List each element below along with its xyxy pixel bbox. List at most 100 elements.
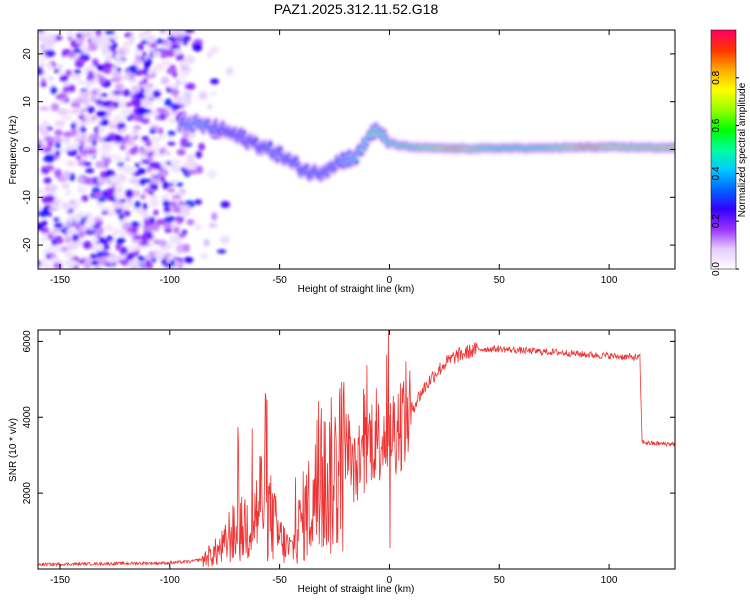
noise-blob: [180, 71, 187, 79]
noise-blob: [171, 205, 182, 213]
noise-blob: [146, 146, 155, 152]
figure-title: PAZ1.2025.312.11.52.G18: [274, 1, 439, 17]
noise-blob: [87, 70, 94, 76]
noise-blob: [65, 30, 75, 38]
noise-blob: [54, 150, 61, 157]
noise-blob: [38, 106, 50, 111]
noise-blob: [87, 226, 95, 231]
noise-blob: [206, 169, 218, 179]
noise-blob: [141, 159, 151, 164]
noise-blob: [176, 79, 188, 86]
noise-blob: [160, 76, 170, 85]
noise-blob: [186, 169, 198, 175]
noise-blob: [167, 188, 176, 193]
noise-blob: [128, 132, 137, 138]
noise-blob: [40, 128, 50, 137]
y-tick-label: 2000: [22, 482, 33, 505]
noise-blob: [116, 237, 124, 245]
noise-blob: [158, 239, 166, 248]
colorbar-tick-label: 0.4: [711, 166, 722, 180]
noise-blob: [114, 229, 121, 234]
noise-blob: [77, 176, 86, 183]
spectrogram-y-label: Frequency (Hz): [8, 116, 19, 185]
noise-blob: [153, 209, 159, 216]
noise-blob: [211, 212, 218, 221]
noise-blob: [50, 191, 58, 196]
noise-blob: [92, 132, 100, 140]
noise-blob: [108, 89, 115, 98]
noise-blob: [70, 74, 81, 80]
noise-blob: [73, 69, 82, 75]
colorbar-ticks: 0.0 0.2 0.4 0.6 0.8: [711, 70, 739, 276]
spectrogram-x-label: Height of straight line (km): [298, 284, 415, 295]
colorbar: 0.0 0.2 0.4 0.6 0.8 Normalized spectral ampl…: [710, 29, 748, 276]
noise-blob: [113, 183, 123, 191]
x-tick-label: 50: [494, 575, 506, 586]
noise-blob: [101, 45, 110, 55]
noise-blob: [198, 142, 206, 151]
x-tick-label: 50: [494, 275, 506, 286]
noise-blob: [155, 251, 165, 257]
noise-blob: [59, 74, 69, 83]
noise-blob: [130, 225, 139, 235]
noise-blob: [38, 204, 42, 212]
noise-blob: [92, 118, 103, 123]
noise-blob: [182, 89, 189, 97]
noise-blob: [128, 178, 140, 184]
noise-blob: [50, 86, 58, 95]
noise-blob: [80, 126, 87, 133]
colorbar-tick-label: 0.0: [711, 262, 722, 276]
noise-blob: [153, 239, 160, 245]
noise-blob: [126, 253, 135, 261]
noise-blob: [83, 161, 92, 167]
noise-blob: [100, 93, 109, 98]
noise-blob: [144, 30, 152, 34]
snr-plot: -150 -100 -50 0 50 100 2000 4000 6000 Height of…: [8, 329, 676, 595]
noise-blob: [69, 162, 76, 168]
noise-blob: [76, 80, 86, 85]
noise-blob: [94, 226, 105, 236]
noise-blob: [169, 158, 181, 166]
noise-blob: [54, 120, 66, 127]
noise-blob: [173, 226, 180, 234]
noise-blob: [184, 82, 196, 91]
noise-blob: [105, 169, 113, 177]
noise-blob: [54, 168, 62, 178]
noise-blob: [149, 128, 157, 134]
noise-blob: [104, 157, 112, 164]
noise-blob: [93, 191, 104, 198]
noise-blob: [163, 221, 174, 230]
noise-blob: [95, 160, 107, 169]
noise-blob: [43, 190, 53, 195]
noise-blob: [142, 202, 148, 211]
ridge-core: [672, 145, 675, 149]
noise-blob: [120, 108, 131, 117]
noise-blob: [100, 101, 111, 107]
noise-blob: [182, 243, 191, 253]
noise-blob: [153, 63, 163, 72]
noise-blob: [127, 259, 138, 269]
noise-blob: [46, 139, 54, 149]
noise-blob: [67, 108, 75, 115]
y-tick-label: 10: [22, 96, 33, 108]
noise-blob: [119, 101, 127, 109]
noise-blob: [167, 201, 178, 207]
noise-blob: [113, 114, 121, 120]
noise-blob: [178, 257, 184, 262]
noise-blob: [96, 110, 107, 118]
noise-blob: [154, 141, 160, 151]
noise-blob: [130, 98, 142, 107]
x-tick-label: -150: [50, 275, 70, 286]
noise-blob: [209, 45, 220, 54]
noise-blob: [40, 78, 47, 83]
noise-blob: [134, 162, 141, 168]
noise-blob: [108, 123, 118, 130]
noise-blob: [73, 214, 82, 223]
noise-blob: [152, 50, 162, 57]
noise-blob: [85, 148, 97, 155]
noise-blob: [121, 210, 131, 217]
noise-blob: [64, 251, 75, 259]
noise-blob: [70, 101, 80, 108]
